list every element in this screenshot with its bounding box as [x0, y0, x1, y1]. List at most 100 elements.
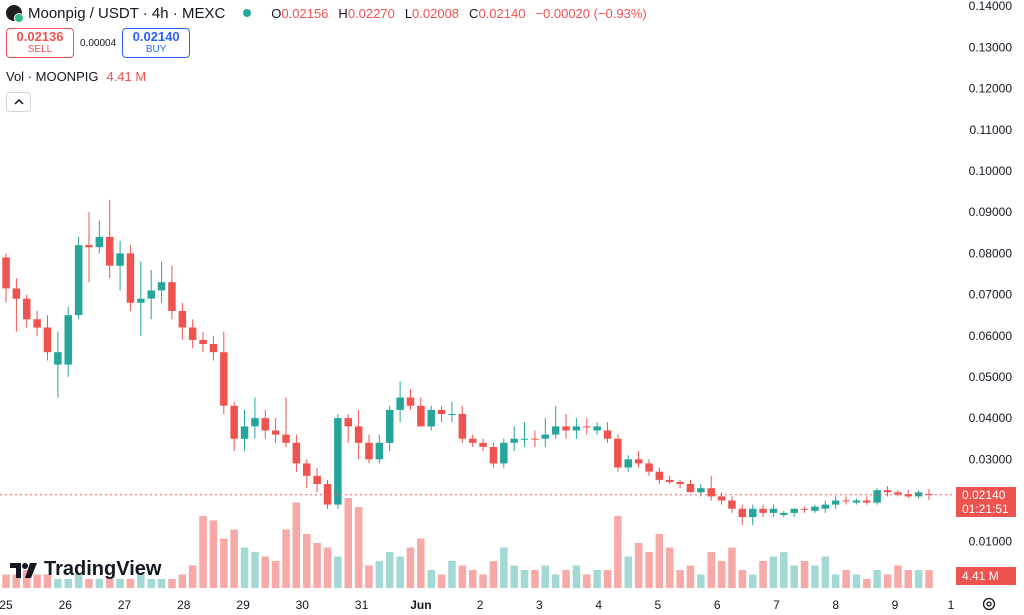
- candle: [738, 504, 747, 526]
- candle: [811, 504, 819, 513]
- candle: [95, 220, 104, 254]
- candle-body: [790, 508, 798, 513]
- candle: [303, 459, 311, 489]
- candle-body: [271, 430, 280, 435]
- volume-bar: [914, 570, 923, 588]
- candle: [282, 397, 290, 447]
- candle-body: [676, 482, 684, 485]
- candle-body: [64, 315, 72, 365]
- candle-body: [603, 430, 612, 439]
- last-price-label: 0.02140 01:21:51: [956, 486, 1016, 517]
- time-tick-label: 2: [477, 598, 484, 612]
- candle: [23, 294, 31, 328]
- candle-body: [645, 463, 653, 472]
- candle: [873, 488, 881, 505]
- candle: [790, 508, 798, 517]
- candle: [572, 418, 581, 439]
- gear-icon: [982, 597, 996, 611]
- candle: [541, 418, 549, 447]
- candle-body: [178, 311, 187, 328]
- candle: [759, 504, 767, 517]
- volume-bar: [386, 552, 394, 588]
- volume-bar: [33, 574, 41, 588]
- volume-bar: [531, 570, 539, 588]
- volume-bar: [2, 574, 10, 588]
- time-tick-label: Jun: [410, 598, 431, 612]
- volume-bar: [437, 574, 446, 588]
- buy-price: 0.02140: [132, 29, 180, 44]
- candle-body: [386, 409, 394, 443]
- ohlc-value: 0.02008: [412, 5, 460, 21]
- volume-bar: [375, 561, 384, 588]
- volume-bar: [396, 556, 404, 588]
- candle: [106, 199, 114, 279]
- candle: [188, 319, 197, 349]
- symbol-title[interactable]: Moonpig / USDT · 4h · MEXC: [28, 4, 226, 22]
- volume-bar: [417, 538, 425, 588]
- volume-bar: [12, 574, 21, 588]
- volume-bar: [738, 570, 747, 588]
- chart-legend: Moonpig / USDT · 4h · MEXC O0.02156 H0.0…: [6, 3, 647, 23]
- volume-bar: [634, 543, 643, 588]
- chart-settings-button[interactable]: [980, 595, 998, 613]
- candle-body: [572, 426, 581, 431]
- time-axis[interactable]: 25 26 27 28 29 30 31 Jun 2 3 4 5 6 7 8 9 1: [0, 598, 955, 612]
- volume-bar: [583, 574, 591, 588]
- candle-body: [188, 327, 197, 340]
- candle: [666, 475, 674, 484]
- time-tick-label: 9: [892, 598, 899, 612]
- candle-body: [251, 418, 259, 427]
- candle: [365, 434, 373, 464]
- price-tick-label: 0.01000: [969, 535, 1013, 549]
- candle: [178, 302, 187, 340]
- candle: [313, 467, 321, 493]
- volume-bar: [406, 547, 415, 588]
- sell-button[interactable]: 0.02136 SELL: [6, 28, 74, 58]
- volume-bar: [188, 565, 197, 588]
- candle: [645, 459, 653, 476]
- candle-body: [614, 438, 622, 468]
- candle-body: [334, 418, 342, 505]
- candle-body: [583, 426, 591, 428]
- candle: [728, 496, 736, 513]
- candle: [344, 414, 352, 443]
- candle-body: [147, 290, 155, 299]
- candle-body: [904, 494, 912, 497]
- volume-legend[interactable]: Vol · MOONPIG 4.41 M: [6, 69, 146, 84]
- volume-bar: [323, 547, 332, 588]
- ohlc-value: 0.02140: [478, 5, 526, 21]
- ohlc-key: C: [469, 5, 479, 21]
- candle: [54, 331, 62, 398]
- time-tick-label: 6: [714, 598, 721, 612]
- candle-body: [551, 426, 560, 435]
- bar-countdown: 01:21:51: [962, 501, 1009, 516]
- collapse-legend-button[interactable]: [6, 92, 31, 112]
- candle-body: [479, 442, 487, 447]
- candle-body: [406, 397, 415, 406]
- volume-bar: [500, 547, 508, 588]
- watermark-text: TradingView: [44, 558, 162, 580]
- volume-bar: [23, 570, 31, 588]
- price-axis[interactable]: 0.14000 0.13000 0.12000 0.11000 0.10000 0.090…: [969, 0, 1013, 549]
- volume-bar: [645, 552, 653, 588]
- volume-bar: [458, 565, 467, 588]
- candle: [437, 405, 446, 423]
- candle: [2, 253, 10, 303]
- buy-button[interactable]: 0.02140 BUY: [122, 28, 191, 58]
- volume-bar: [717, 561, 726, 588]
- candle: [375, 434, 384, 464]
- volume-bar: [469, 570, 477, 588]
- candle: [831, 496, 840, 509]
- candle-body: [168, 282, 176, 311]
- candle: [551, 405, 560, 439]
- last-price-value: 0.02140: [962, 487, 1006, 502]
- candle-body: [458, 414, 467, 439]
- candle-body: [707, 488, 715, 497]
- candle-body: [666, 479, 674, 482]
- candle: [925, 489, 933, 501]
- volume-bar: [925, 570, 933, 588]
- volume-bar: [551, 574, 560, 588]
- candle-body: [448, 414, 456, 415]
- candle: [603, 422, 612, 443]
